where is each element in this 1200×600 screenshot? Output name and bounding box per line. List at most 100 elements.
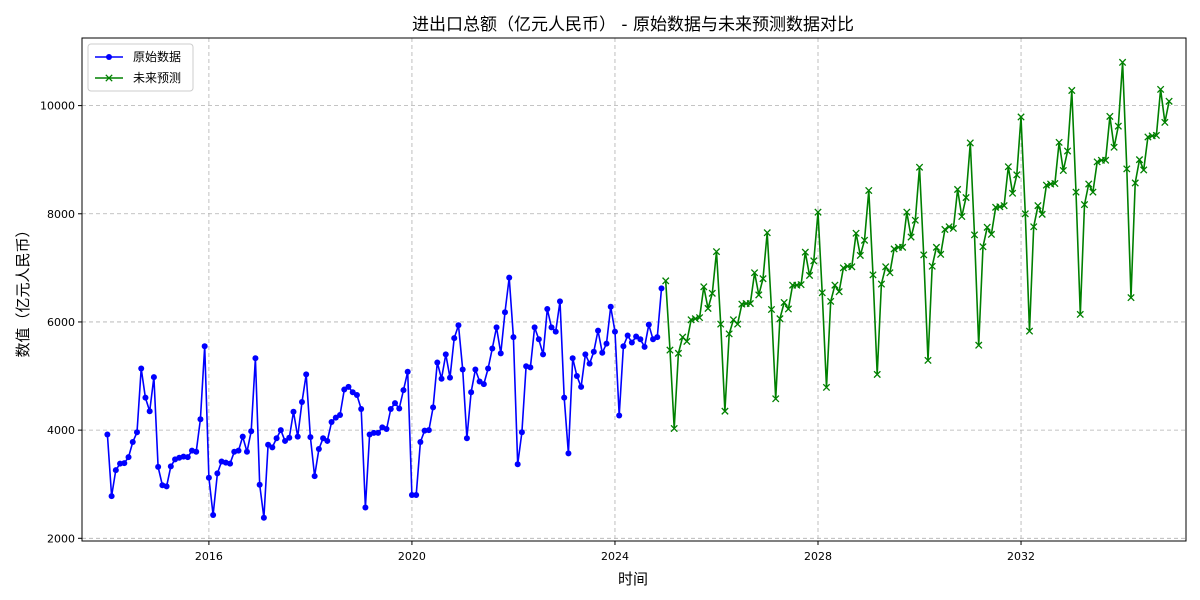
legend-marker — [105, 74, 113, 82]
data-point — [362, 504, 369, 511]
data-point — [759, 275, 767, 283]
data-point — [1165, 97, 1173, 105]
legend-box — [87, 43, 194, 92]
y-axis: 2000 4000 6000 8000 10000 — [40, 100, 82, 545]
data-point — [282, 437, 289, 444]
data-point — [831, 281, 839, 289]
data-point — [417, 439, 424, 446]
data-point — [527, 364, 534, 371]
data-point — [129, 439, 136, 446]
legend-label: 原始数据 — [133, 49, 181, 64]
chart-title: 进出口总额（亿元人民币） - 原始数据与未来预测数据对比 — [412, 15, 854, 35]
data-point — [1080, 200, 1089, 209]
data-point — [654, 334, 661, 341]
data-point — [691, 315, 699, 323]
data-point — [485, 365, 492, 372]
data-point — [438, 375, 445, 382]
data-point — [370, 429, 377, 436]
data-point — [286, 434, 293, 441]
series-1 — [662, 58, 1173, 433]
data-point — [277, 427, 284, 434]
data-point — [108, 493, 115, 500]
data-point — [1030, 223, 1038, 231]
data-point — [442, 351, 449, 358]
data-point — [869, 271, 877, 279]
data-point — [822, 383, 831, 392]
data-point — [907, 233, 915, 241]
data-point — [447, 374, 453, 381]
legend-label: 未来预测 — [133, 71, 181, 85]
data-point — [784, 305, 793, 313]
data-point — [1161, 118, 1169, 127]
legend-item: 未来预测 — [95, 71, 181, 85]
series-layer — [104, 58, 1173, 521]
data-point — [1068, 86, 1076, 95]
data-point — [315, 446, 322, 453]
data-point — [687, 316, 695, 324]
data-point — [535, 336, 542, 343]
data-point — [425, 427, 432, 434]
grid — [82, 38, 1186, 541]
data-point — [1152, 131, 1161, 140]
data-point — [353, 391, 360, 398]
data-point — [674, 349, 683, 357]
data-point — [227, 460, 234, 467]
data-point — [1140, 166, 1148, 174]
x-tick-label: 2028 — [804, 550, 832, 563]
data-point — [150, 374, 157, 381]
data-point — [239, 433, 246, 440]
data-point — [958, 212, 966, 221]
data-point — [163, 483, 170, 490]
data-point — [979, 243, 987, 251]
data-point — [763, 229, 771, 237]
data-point — [797, 280, 805, 289]
data-point — [898, 243, 907, 251]
data-point — [138, 365, 145, 372]
legend-item: 原始数据 — [95, 49, 181, 64]
data-point — [750, 269, 759, 277]
data-point — [104, 431, 111, 438]
data-point — [1008, 189, 1017, 197]
data-point — [413, 492, 420, 499]
data-point — [375, 429, 382, 436]
data-point — [1144, 133, 1152, 141]
data-point — [337, 411, 344, 418]
data-point — [886, 269, 894, 277]
data-point — [1135, 156, 1144, 164]
data-point — [1063, 147, 1072, 155]
y-tick-label: 6000 — [47, 316, 75, 329]
data-point — [125, 454, 132, 461]
data-point — [1101, 156, 1110, 164]
data-point — [290, 408, 297, 415]
data-point — [167, 463, 174, 470]
data-point — [873, 370, 881, 379]
data-point — [252, 355, 259, 362]
data-point — [848, 263, 856, 271]
data-point — [835, 288, 843, 296]
data-point — [434, 359, 441, 366]
data-point — [932, 243, 941, 251]
data-point — [941, 225, 949, 234]
data-point — [666, 346, 674, 354]
data-point — [455, 322, 462, 329]
data-point — [911, 216, 919, 224]
data-point — [1017, 113, 1025, 121]
data-point — [607, 303, 614, 310]
data-point — [358, 406, 365, 413]
data-point — [408, 492, 415, 499]
data-point — [493, 324, 500, 331]
data-point — [210, 512, 217, 519]
data-point — [561, 394, 568, 401]
data-point — [725, 330, 733, 338]
data-point — [746, 299, 754, 308]
data-point — [945, 223, 953, 231]
data-point — [531, 324, 538, 331]
data-point — [396, 405, 403, 412]
data-point — [556, 298, 563, 305]
data-point — [996, 203, 1004, 211]
data-point — [345, 383, 352, 390]
data-point — [717, 320, 725, 328]
data-point — [121, 460, 128, 467]
data-point — [578, 383, 585, 390]
data-point — [548, 324, 555, 331]
